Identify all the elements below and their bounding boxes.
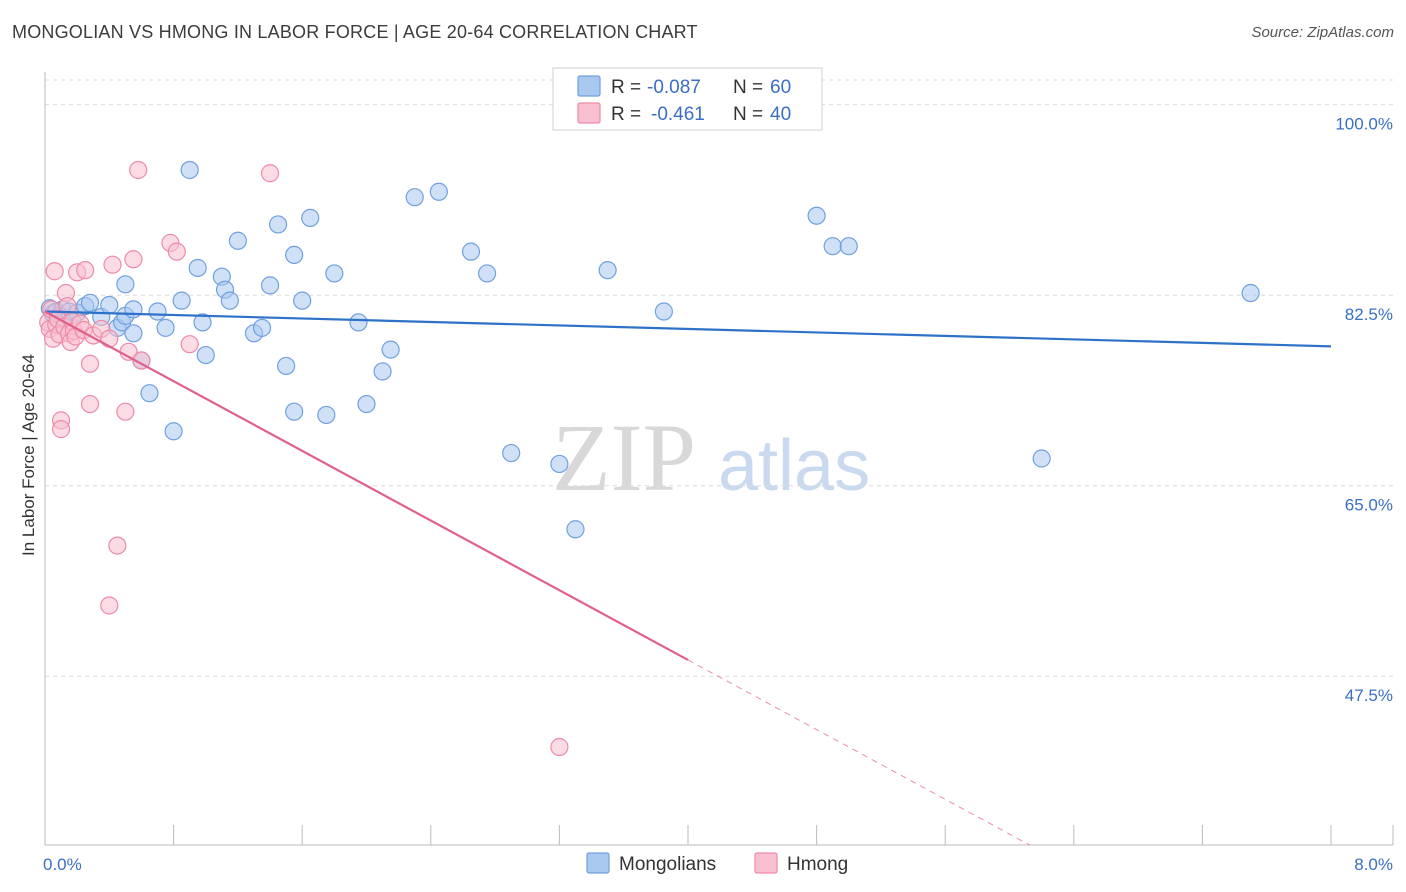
mongolian-point: [807, 206, 826, 225]
hmong-trend-extension: [687, 659, 1030, 846]
mongolian-point: [180, 160, 199, 180]
correlation-legend: R = -0.087 N = 60 R = -0.461 N = 40: [552, 67, 823, 131]
x-tick-label: 0.0%: [43, 855, 82, 874]
mongolian-point: [325, 264, 344, 283]
chart-title: MONGOLIAN VS HMONG IN LABOR FORCE | AGE …: [12, 22, 698, 42]
mongolian-point: [148, 302, 167, 321]
grid-lines: [45, 79, 1393, 677]
hmong-point: [132, 351, 151, 370]
trend-lines: [44, 310, 1332, 846]
y-tick-label: 65.0%: [1345, 496, 1393, 515]
hmong-point: [100, 596, 119, 615]
mongolian-point: [252, 318, 272, 337]
mongolian-point: [502, 443, 521, 463]
bottom-legend-swatch-hmong: [754, 852, 778, 874]
y-tick-label: 82.5%: [1345, 305, 1393, 324]
mongolian-point: [285, 402, 304, 421]
mongolian-point: [293, 291, 312, 310]
mongolian-point: [381, 340, 400, 359]
mongolian-point: [566, 520, 585, 539]
hmong-point: [103, 255, 122, 274]
mongolian-point: [193, 313, 212, 332]
hmong-point: [129, 160, 148, 180]
mongolian-point: [260, 276, 280, 295]
y-tick-label: 100.0%: [1335, 115, 1393, 134]
mongolian-point: [156, 318, 175, 337]
hmong-point: [80, 354, 100, 373]
mongolian-point: [1241, 283, 1260, 303]
y-tick-label: 47.5%: [1345, 686, 1393, 705]
hmong-point: [260, 164, 280, 183]
legend-n-label: N =: [733, 77, 763, 98]
mongolian-point: [80, 293, 100, 312]
hmong-point: [108, 536, 127, 555]
mongolian-point: [277, 356, 296, 376]
x-tick-label: 8.0%: [1354, 855, 1393, 874]
legend-n-hmong: 40: [770, 104, 791, 125]
watermark-zip: ZIP: [552, 404, 696, 511]
mongolian-point: [317, 405, 336, 425]
mongolian-point: [654, 302, 673, 321]
hmong-point: [167, 242, 186, 261]
legend-swatch-hmong: [577, 102, 601, 124]
chart-source: Source: ZipAtlas.com: [1251, 24, 1394, 41]
hmong-point: [45, 262, 64, 281]
hmong-point: [100, 329, 119, 348]
mongolian-point: [823, 237, 842, 256]
bottom-legend-hmong: Hmong: [787, 854, 848, 875]
mongolian-point: [116, 275, 135, 294]
mongolian-point: [598, 261, 617, 280]
mongolian-point: [164, 422, 183, 441]
mongolian-point: [357, 394, 376, 414]
mongolian-point: [220, 291, 239, 310]
hmong-point: [116, 402, 135, 421]
mongolian-point: [550, 454, 569, 474]
watermark-atlas: atlas: [718, 426, 870, 506]
mongolian-point: [301, 208, 320, 227]
mongolian-point: [124, 324, 143, 343]
hmong-point: [550, 737, 569, 757]
mongolian-point: [268, 215, 288, 234]
mongolian-point: [373, 362, 392, 381]
legend-swatch-mongolians: [577, 75, 601, 97]
hmong-point: [51, 420, 71, 439]
mongolian-point: [100, 295, 119, 315]
mongolian-point: [839, 237, 858, 256]
mongolian-point: [1032, 449, 1051, 468]
hmong-trend-line: [44, 310, 689, 661]
mongolian-point: [429, 182, 448, 201]
mongolian-point: [228, 231, 247, 250]
hmong-point: [124, 250, 143, 269]
legend-n-label: N =: [733, 104, 763, 125]
hmong-point: [76, 261, 95, 280]
legend-r-hmong: -0.461: [651, 104, 705, 125]
mongolian-point: [349, 313, 368, 332]
bottom-legend-mongolians: Mongolians: [619, 854, 716, 875]
mongolian-point: [124, 300, 143, 319]
series-legend: Mongolians Hmong: [586, 852, 848, 875]
mongolian-point: [172, 291, 191, 310]
bottom-legend-swatch-mongolians: [586, 852, 610, 874]
hmong-point: [80, 394, 100, 414]
mongolian-point: [285, 245, 304, 265]
mongolian-point: [405, 188, 424, 207]
legend-r-label: R =: [611, 77, 641, 98]
y-axis-label: In Labor Force | Age 20-64: [19, 354, 38, 556]
mongolian-point: [477, 264, 497, 283]
mongolian-point: [140, 384, 159, 403]
mongolian-point: [196, 345, 215, 365]
mongolian-trend-line: [44, 310, 1332, 348]
data-points: [39, 160, 1260, 757]
axes: 100.0% 82.5% 65.0% 47.5% 0.0% 8.0%: [43, 72, 1394, 874]
legend-n-mongolians: 60: [770, 77, 791, 98]
legend-r-label: R =: [611, 104, 641, 125]
mongolian-point: [188, 258, 207, 278]
mongolian-point: [461, 242, 481, 261]
hmong-point: [180, 335, 199, 354]
legend-r-mongolians: -0.087: [647, 77, 701, 98]
